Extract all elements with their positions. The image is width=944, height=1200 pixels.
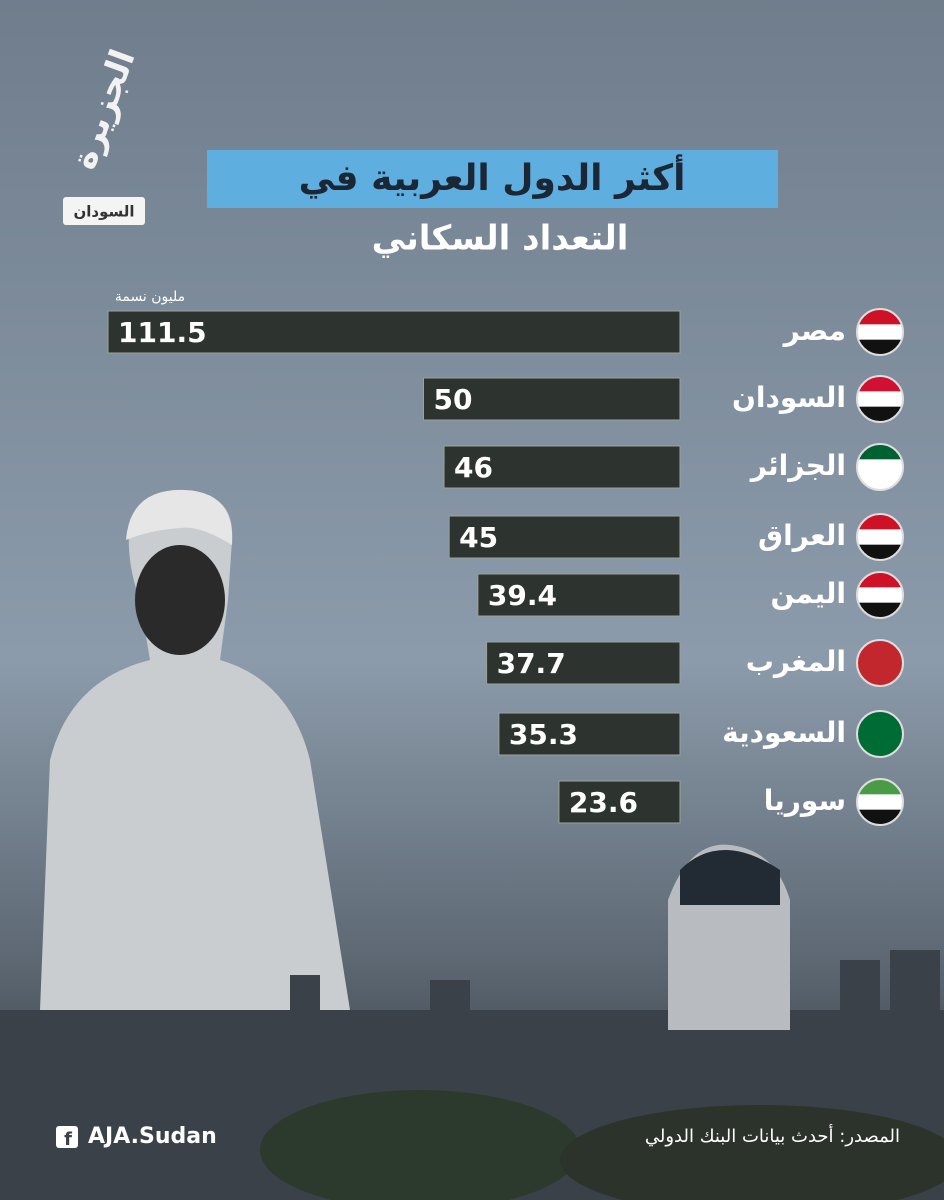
bar [107, 310, 681, 354]
logo-badge [63, 197, 145, 225]
bar [558, 780, 681, 824]
flag [856, 308, 904, 356]
value-label: 50 [433, 383, 472, 416]
flag [856, 375, 904, 423]
flag [856, 443, 904, 491]
category-label: المغرب [746, 645, 846, 678]
flag-stripe [857, 794, 903, 811]
value-label: 46 [454, 451, 493, 484]
value-label: 111.5 [118, 316, 207, 349]
bar [486, 641, 681, 685]
flag [856, 778, 904, 826]
flag-stripe [857, 587, 903, 604]
flag-stripe [857, 726, 903, 743]
facebook-icon-glyph: f [64, 1129, 72, 1150]
value-label: 39.4 [488, 579, 557, 612]
flag-border [856, 639, 904, 687]
trees [260, 1090, 580, 1200]
flag-border [856, 778, 904, 826]
flag-border [856, 308, 904, 356]
value-label: 45 [459, 521, 498, 554]
bar [422, 377, 681, 421]
flag [856, 571, 904, 619]
flag-stripe [857, 655, 903, 672]
unit-label: مليون نسمة [115, 289, 185, 305]
photo-figure [40, 489, 350, 1010]
social-handle: AJA.Sudan [88, 1124, 217, 1149]
flag-border [856, 513, 904, 561]
flag-stripe [857, 391, 903, 408]
value-label: 35.3 [509, 718, 578, 751]
chart-subtitle: التعداد السكاني [372, 219, 629, 259]
category-label: العراق [758, 519, 846, 552]
flag [856, 710, 904, 758]
category-label: سوريا [764, 784, 846, 817]
category-label: السودان [732, 381, 846, 414]
title-highlight [207, 150, 778, 208]
bar [477, 573, 681, 617]
trees [560, 1105, 944, 1200]
flag-stripe [857, 529, 903, 546]
category-label: اليمن [770, 577, 846, 610]
flag-border [856, 375, 904, 423]
category-label: الجزائر [749, 449, 846, 482]
bars: 111.5 مصر 50 السودان 46 الجزائر 45 العراق 39.4 ال… [107, 308, 904, 826]
bar [448, 515, 681, 559]
source-note: المصدر: أحدث بيانات البنك الدولي [645, 1124, 900, 1147]
flag [856, 639, 904, 687]
bar [443, 445, 681, 489]
category-label: مصر [782, 314, 846, 347]
flag [856, 513, 904, 561]
flag-border [856, 443, 904, 491]
bar [498, 712, 681, 756]
flag-stripe [857, 459, 903, 476]
flag-border [856, 571, 904, 619]
category-label: السعودية [722, 716, 846, 749]
value-label: 23.6 [569, 786, 638, 819]
flag-border [856, 710, 904, 758]
value-label: 37.7 [497, 647, 566, 680]
facebook-icon [56, 1126, 78, 1148]
flag-stripe [857, 324, 903, 341]
chart-title: أكثر الدول العربية في [299, 154, 686, 199]
logo-region: السودان [73, 203, 134, 221]
